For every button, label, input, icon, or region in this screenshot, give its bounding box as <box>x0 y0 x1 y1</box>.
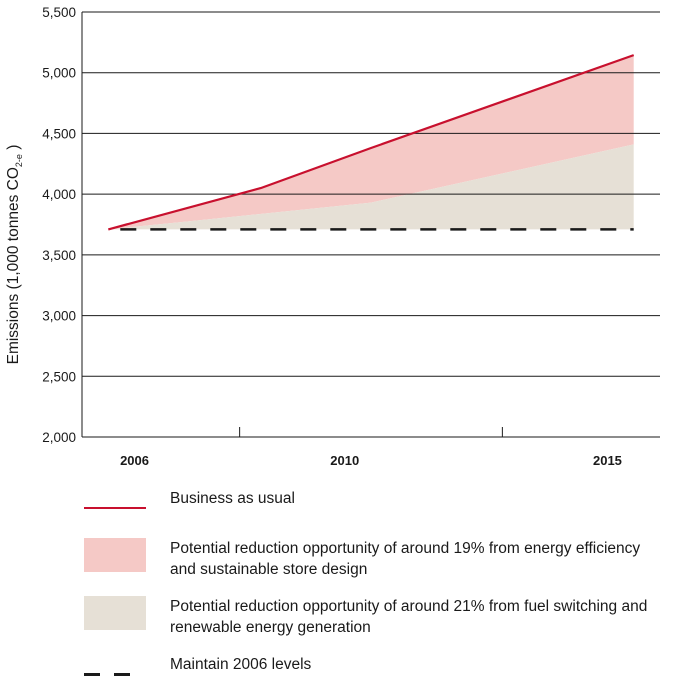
area-band-2 <box>108 144 634 230</box>
legend-swatch-line <box>84 507 146 509</box>
legend-swatch-dashed <box>84 673 146 676</box>
y-axis-label: Emissions (1,000 tonnes CO2-e ) <box>5 145 24 365</box>
x-tick-label: 2006 <box>120 453 149 468</box>
legend-swatch-beige <box>84 596 146 630</box>
legend-swatch-pink <box>84 538 146 572</box>
legend-item-fuel-switching-reduction: Potential reduction opportunity of aroun… <box>84 596 664 640</box>
legend-label: Business as usual <box>170 490 295 507</box>
x-tick-label: 2010 <box>330 453 359 468</box>
y-tick-label: 4,500 <box>42 126 76 141</box>
y-tick-label: 2,500 <box>42 369 76 384</box>
legend-item-maintain-2006: Maintain 2006 levels <box>84 654 664 698</box>
legend-item-efficiency-reduction: Potential reduction opportunity of aroun… <box>84 538 664 582</box>
legend-label: Potential reduction opportunity of aroun… <box>170 598 648 636</box>
legend-label: Potential reduction opportunity of aroun… <box>170 540 641 578</box>
legend-item-business-as-usual: Business as usual <box>84 488 664 532</box>
y-tick-label: 4,000 <box>42 187 76 202</box>
y-tick-label: 3,500 <box>42 248 76 263</box>
y-tick-label: 5,000 <box>42 66 76 81</box>
y-tick-label: 2,000 <box>42 430 76 445</box>
y-tick-label: 3,000 <box>42 309 76 324</box>
legend-label: Maintain 2006 levels <box>170 656 312 673</box>
emissions-chart: 2,000 2,500 3,000 3,500 4,000 4,500 5,000 5,500… <box>5 5 660 468</box>
chart-area: 2,000 2,500 3,000 3,500 4,000 4,500 5,000 5,500… <box>5 5 660 468</box>
business-as-usual-line <box>108 54 635 231</box>
y-tick-label: 5,500 <box>42 5 76 20</box>
x-tick-label: 2015 <box>593 453 622 468</box>
